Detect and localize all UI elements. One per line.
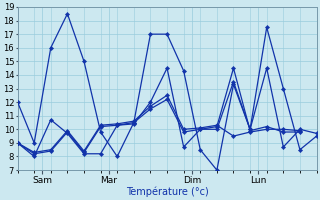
X-axis label: Température (°c): Température (°c)	[126, 186, 208, 197]
